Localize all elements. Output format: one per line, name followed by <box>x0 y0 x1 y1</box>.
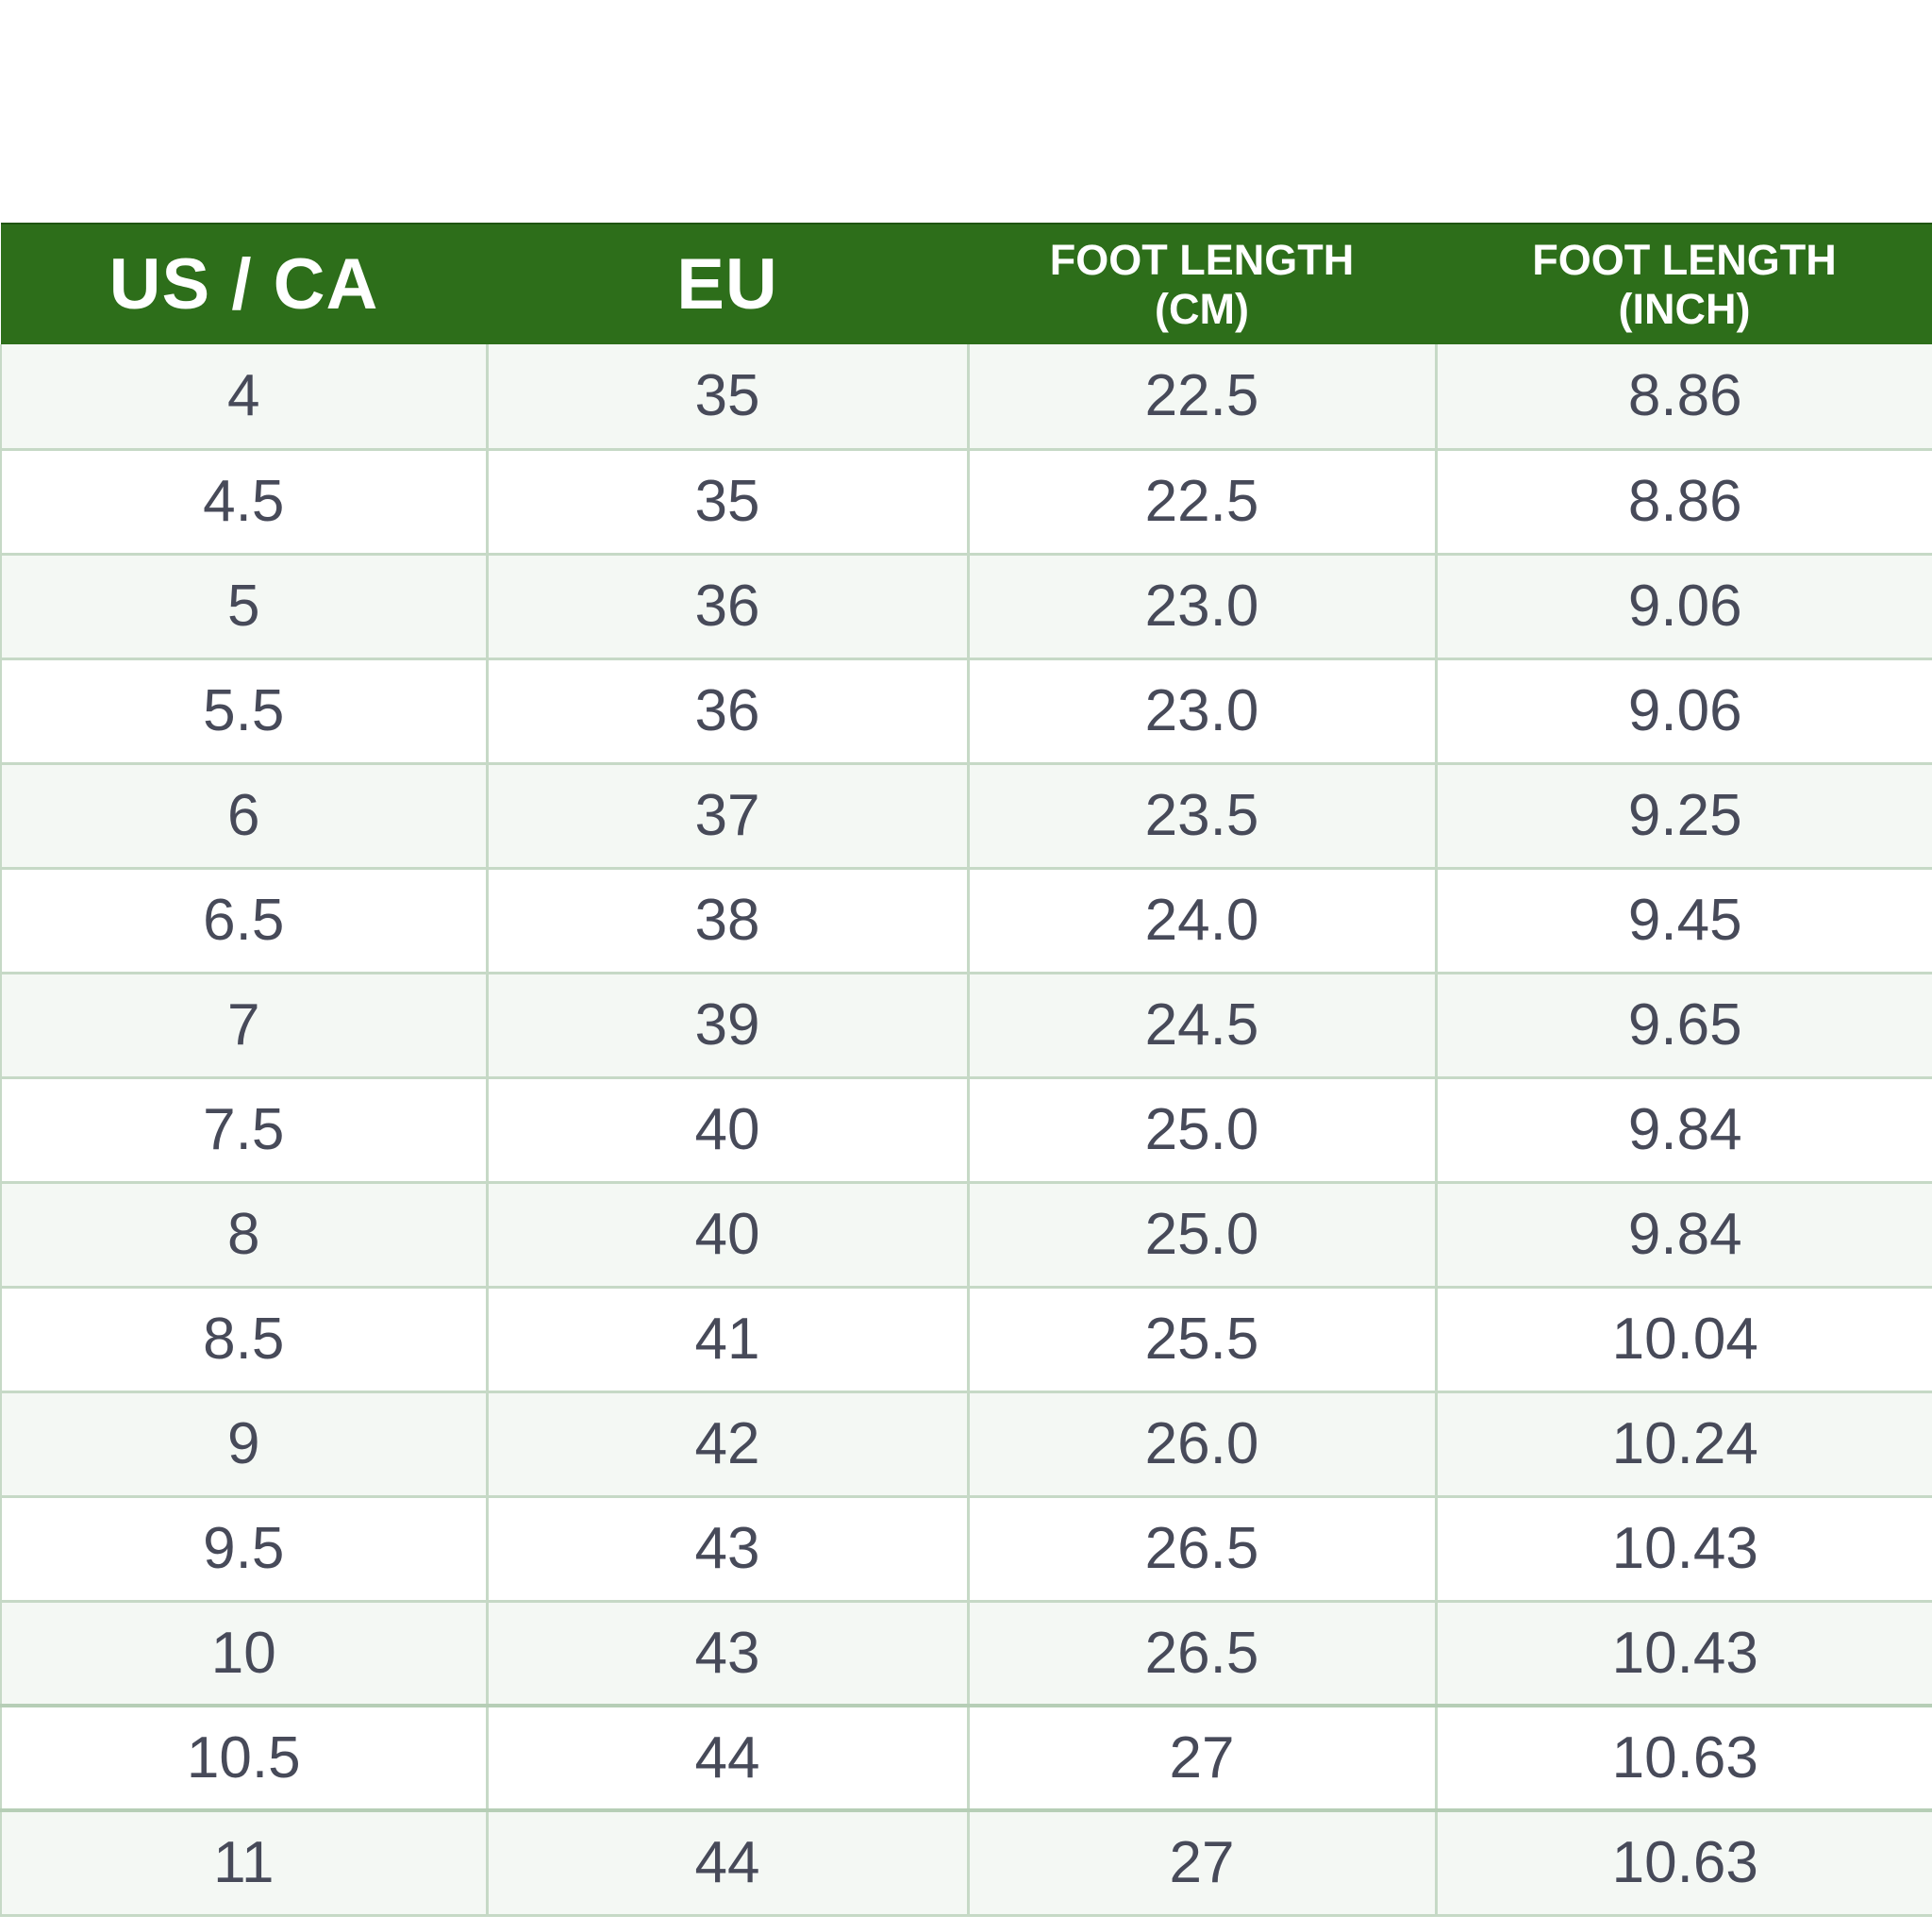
cell-us-ca: 8.5 <box>0 1287 487 1393</box>
table-row: 4.5 35 22.5 8.86 <box>0 449 1932 556</box>
cell-foot-length-cm: 24.0 <box>966 868 1436 974</box>
cell-foot-length-inch: 10.04 <box>1434 1287 1932 1393</box>
cell-foot-length-inch: 9.25 <box>1434 763 1932 870</box>
cell-eu: 35 <box>485 344 968 451</box>
cell-foot-length-cm: 22.5 <box>966 449 1436 556</box>
cell-foot-length-inch: 9.84 <box>1434 1077 1932 1184</box>
header-us-ca-label: US / CA <box>108 244 379 325</box>
cell-foot-length-cm: 25.5 <box>966 1287 1436 1393</box>
header-eu-label: EU <box>676 244 778 325</box>
cell-us-ca: 6 <box>0 763 487 870</box>
cell-eu: 44 <box>485 1810 968 1917</box>
cell-foot-length-inch: 9.06 <box>1434 554 1932 660</box>
cell-foot-length-inch: 10.63 <box>1434 1706 1932 1812</box>
cell-foot-length-inch: 10.43 <box>1434 1601 1932 1707</box>
cell-us-ca: 7 <box>0 973 487 1079</box>
cell-foot-length-cm: 27 <box>966 1810 1436 1917</box>
cell-eu: 35 <box>485 449 968 556</box>
cell-us-ca: 9.5 <box>0 1496 487 1603</box>
header-us-ca: US / CA <box>1 223 487 344</box>
table-row: 5.5 36 23.0 9.06 <box>0 658 1932 765</box>
cell-us-ca: 7.5 <box>0 1077 487 1184</box>
table-row: 6 37 23.5 9.25 <box>0 763 1932 870</box>
table-body: 4 35 22.5 8.86 4.5 35 22.5 8.86 5 36 23.0 9.06 5.5 36… <box>0 344 1932 1917</box>
cell-eu: 40 <box>485 1182 968 1289</box>
cell-foot-length-inch: 10.24 <box>1434 1391 1932 1498</box>
table-row: 7.5 40 25.0 9.84 <box>0 1077 1932 1184</box>
cell-foot-length-cm: 25.0 <box>966 1077 1436 1184</box>
table-row: 11 44 27 10.63 <box>0 1810 1932 1917</box>
cell-us-ca: 9 <box>0 1391 487 1498</box>
table-row: 5 36 23.0 9.06 <box>0 554 1932 660</box>
table-row: 9.5 43 26.5 10.43 <box>0 1496 1932 1603</box>
cell-eu: 43 <box>485 1496 968 1603</box>
cell-eu: 39 <box>485 973 968 1079</box>
cell-foot-length-inch: 10.63 <box>1434 1810 1932 1917</box>
table-row: 6.5 38 24.0 9.45 <box>0 868 1932 974</box>
header-inch-line1: FOOT LENGTH <box>1532 235 1837 284</box>
cell-us-ca: 4.5 <box>0 449 487 556</box>
table-row: 7 39 24.5 9.65 <box>0 973 1932 1079</box>
header-row: US / CA EU FOOT LENGTH (CM) FOOT LENGTH … <box>1 223 1932 344</box>
cell-foot-length-cm: 26.0 <box>966 1391 1436 1498</box>
cell-foot-length-cm: 25.0 <box>966 1182 1436 1289</box>
cell-foot-length-inch: 9.84 <box>1434 1182 1932 1289</box>
table-row: 8.5 41 25.5 10.04 <box>0 1287 1932 1393</box>
cell-eu: 42 <box>485 1391 968 1498</box>
cell-foot-length-cm: 23.5 <box>966 763 1436 870</box>
cell-eu: 37 <box>485 763 968 870</box>
table-row: 4 35 22.5 8.86 <box>0 344 1932 451</box>
cell-foot-length-inch: 8.86 <box>1434 449 1932 556</box>
cell-us-ca: 6.5 <box>0 868 487 974</box>
cell-foot-length-cm: 26.5 <box>966 1496 1436 1603</box>
cell-us-ca: 11 <box>0 1810 487 1917</box>
cell-eu: 44 <box>485 1706 968 1812</box>
table-header: US / CA EU FOOT LENGTH (CM) FOOT LENGTH … <box>1 223 1932 344</box>
header-inch-line2: (INCH) <box>1618 284 1751 333</box>
cell-foot-length-cm: 26.5 <box>966 1601 1436 1707</box>
size-chart-table: US / CA EU FOOT LENGTH (CM) FOOT LENGTH … <box>0 223 1932 1917</box>
table-row: 9 42 26.0 10.24 <box>0 1391 1932 1498</box>
cell-foot-length-cm: 24.5 <box>966 973 1436 1079</box>
cell-foot-length-cm: 27 <box>966 1706 1436 1812</box>
cell-foot-length-cm: 23.0 <box>966 658 1436 765</box>
cell-eu: 36 <box>485 658 968 765</box>
cell-eu: 41 <box>485 1287 968 1393</box>
header-cm-line2: (CM) <box>1155 284 1249 333</box>
header-foot-length-inch: FOOT LENGTH (INCH) <box>1436 223 1932 344</box>
table-row: 8 40 25.0 9.84 <box>0 1182 1932 1289</box>
cell-foot-length-inch: 10.43 <box>1434 1496 1932 1603</box>
header-cm-line1: FOOT LENGTH <box>1049 235 1355 284</box>
cell-foot-length-cm: 23.0 <box>966 554 1436 660</box>
table-row: 10 43 26.5 10.43 <box>0 1601 1932 1707</box>
cell-us-ca: 5.5 <box>0 658 487 765</box>
cell-us-ca: 8 <box>0 1182 487 1289</box>
cell-foot-length-cm: 22.5 <box>966 344 1436 451</box>
cell-us-ca: 5 <box>0 554 487 660</box>
cell-foot-length-inch: 8.86 <box>1434 344 1932 451</box>
header-foot-length-cm: FOOT LENGTH (CM) <box>968 223 1436 344</box>
header-eu: EU <box>487 223 968 344</box>
table-row: 10.5 44 27 10.63 <box>0 1706 1932 1812</box>
cell-us-ca: 10.5 <box>0 1706 487 1812</box>
cell-us-ca: 4 <box>0 344 487 451</box>
cell-eu: 36 <box>485 554 968 660</box>
cell-eu: 38 <box>485 868 968 974</box>
cell-eu: 40 <box>485 1077 968 1184</box>
cell-foot-length-inch: 9.06 <box>1434 658 1932 765</box>
cell-eu: 43 <box>485 1601 968 1707</box>
cell-us-ca: 10 <box>0 1601 487 1707</box>
cell-foot-length-inch: 9.65 <box>1434 973 1932 1079</box>
cell-foot-length-inch: 9.45 <box>1434 868 1932 974</box>
